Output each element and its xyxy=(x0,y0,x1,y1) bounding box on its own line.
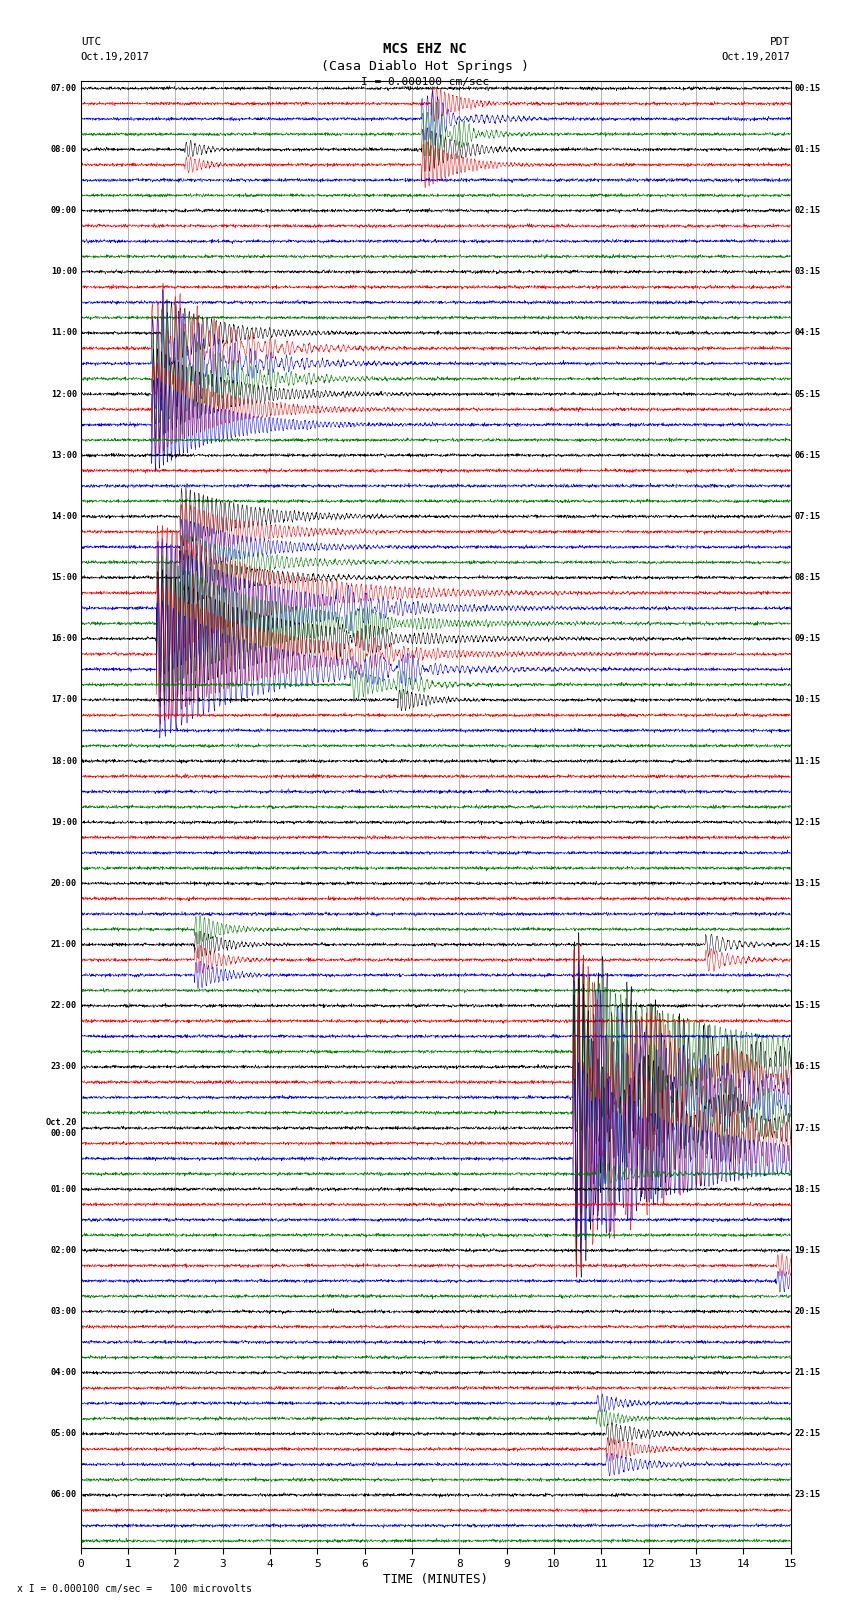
Text: 22:00: 22:00 xyxy=(51,1002,77,1010)
Text: 14:15: 14:15 xyxy=(794,940,820,948)
Text: 04:15: 04:15 xyxy=(794,329,820,337)
Text: 18:15: 18:15 xyxy=(794,1184,820,1194)
Text: 15:15: 15:15 xyxy=(794,1002,820,1010)
Text: 09:15: 09:15 xyxy=(794,634,820,644)
Text: 02:00: 02:00 xyxy=(51,1245,77,1255)
Text: Oct.19,2017: Oct.19,2017 xyxy=(81,52,150,61)
Text: MCS EHZ NC: MCS EHZ NC xyxy=(383,42,467,56)
Text: 01:00: 01:00 xyxy=(51,1184,77,1194)
Text: UTC: UTC xyxy=(81,37,101,47)
Text: 10:00: 10:00 xyxy=(51,268,77,276)
Text: 18:00: 18:00 xyxy=(51,756,77,766)
Text: 02:15: 02:15 xyxy=(794,206,820,215)
Text: 03:00: 03:00 xyxy=(51,1307,77,1316)
Text: 10:15: 10:15 xyxy=(794,695,820,705)
Text: 23:00: 23:00 xyxy=(51,1063,77,1071)
Text: 20:00: 20:00 xyxy=(51,879,77,887)
Text: 17:00: 17:00 xyxy=(51,695,77,705)
Text: 21:15: 21:15 xyxy=(794,1368,820,1378)
Text: 05:00: 05:00 xyxy=(51,1429,77,1439)
Text: 06:15: 06:15 xyxy=(794,450,820,460)
Text: 13:15: 13:15 xyxy=(794,879,820,887)
Text: (Casa Diablo Hot Springs ): (Casa Diablo Hot Springs ) xyxy=(321,60,529,73)
Text: 12:15: 12:15 xyxy=(794,818,820,827)
Text: 01:15: 01:15 xyxy=(794,145,820,153)
X-axis label: TIME (MINUTES): TIME (MINUTES) xyxy=(383,1573,488,1586)
Text: I = 0.000100 cm/sec: I = 0.000100 cm/sec xyxy=(361,77,489,87)
Text: 12:00: 12:00 xyxy=(51,390,77,398)
Text: 03:15: 03:15 xyxy=(794,268,820,276)
Text: 16:00: 16:00 xyxy=(51,634,77,644)
Text: 14:00: 14:00 xyxy=(51,511,77,521)
Text: 06:00: 06:00 xyxy=(51,1490,77,1500)
Text: 09:00: 09:00 xyxy=(51,206,77,215)
Text: 23:15: 23:15 xyxy=(794,1490,820,1500)
Text: 22:15: 22:15 xyxy=(794,1429,820,1439)
Text: 16:15: 16:15 xyxy=(794,1063,820,1071)
Text: PDT: PDT xyxy=(770,37,790,47)
Text: Oct.20
00:00: Oct.20 00:00 xyxy=(46,1118,77,1137)
Text: 08:15: 08:15 xyxy=(794,573,820,582)
Text: 15:00: 15:00 xyxy=(51,573,77,582)
Text: 21:00: 21:00 xyxy=(51,940,77,948)
Text: 05:15: 05:15 xyxy=(794,390,820,398)
Text: 07:15: 07:15 xyxy=(794,511,820,521)
Text: 19:00: 19:00 xyxy=(51,818,77,827)
Text: 17:15: 17:15 xyxy=(794,1124,820,1132)
Text: 11:00: 11:00 xyxy=(51,329,77,337)
Text: 07:00: 07:00 xyxy=(51,84,77,94)
Text: 00:15: 00:15 xyxy=(794,84,820,94)
Text: 20:15: 20:15 xyxy=(794,1307,820,1316)
Text: 11:15: 11:15 xyxy=(794,756,820,766)
Text: 08:00: 08:00 xyxy=(51,145,77,153)
Text: 13:00: 13:00 xyxy=(51,450,77,460)
Text: x I = 0.000100 cm/sec =   100 microvolts: x I = 0.000100 cm/sec = 100 microvolts xyxy=(17,1584,252,1594)
Text: 19:15: 19:15 xyxy=(794,1245,820,1255)
Text: 04:00: 04:00 xyxy=(51,1368,77,1378)
Text: Oct.19,2017: Oct.19,2017 xyxy=(722,52,790,61)
